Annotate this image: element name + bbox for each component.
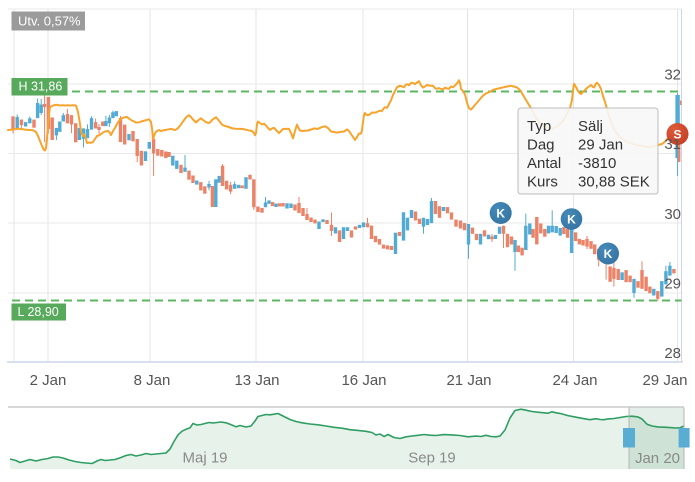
svg-text:Antal: Antal (527, 155, 561, 172)
svg-text:Jan 20: Jan 20 (635, 450, 680, 467)
svg-text:Kurs: Kurs (527, 174, 558, 191)
svg-text:30,88 SEK: 30,88 SEK (578, 174, 650, 191)
svg-text:30: 30 (664, 206, 681, 223)
svg-text:2 Jan: 2 Jan (30, 372, 67, 389)
svg-text:29: 29 (664, 276, 681, 293)
svg-text:8 Jan: 8 Jan (134, 372, 171, 389)
svg-text:29 Jan: 29 Jan (642, 372, 687, 389)
svg-text:Utv. 0,57%: Utv. 0,57% (18, 14, 81, 29)
svg-text:Sep 19: Sep 19 (408, 450, 456, 467)
svg-text:24 Jan: 24 Jan (552, 372, 597, 389)
svg-text:K: K (567, 213, 576, 227)
svg-text:31: 31 (664, 136, 681, 153)
svg-text:Sälj: Sälj (578, 118, 603, 135)
svg-text:32: 32 (664, 67, 681, 84)
svg-text:13 Jan: 13 Jan (234, 372, 279, 389)
svg-text:Typ: Typ (527, 118, 551, 135)
svg-text:-3810: -3810 (578, 155, 616, 172)
svg-text:S: S (673, 128, 681, 142)
svg-text:L 28,90: L 28,90 (18, 305, 59, 319)
svg-text:29 Jan: 29 Jan (578, 137, 623, 154)
svg-text:21 Jan: 21 Jan (446, 372, 491, 389)
svg-text:16 Jan: 16 Jan (341, 372, 386, 389)
svg-text:28: 28 (664, 345, 681, 362)
svg-text:Maj 19: Maj 19 (182, 450, 227, 467)
svg-text:K: K (604, 247, 613, 261)
svg-text:Dag: Dag (527, 137, 555, 154)
svg-text:H 31,86: H 31,86 (19, 80, 63, 94)
svg-text:K: K (496, 207, 505, 221)
